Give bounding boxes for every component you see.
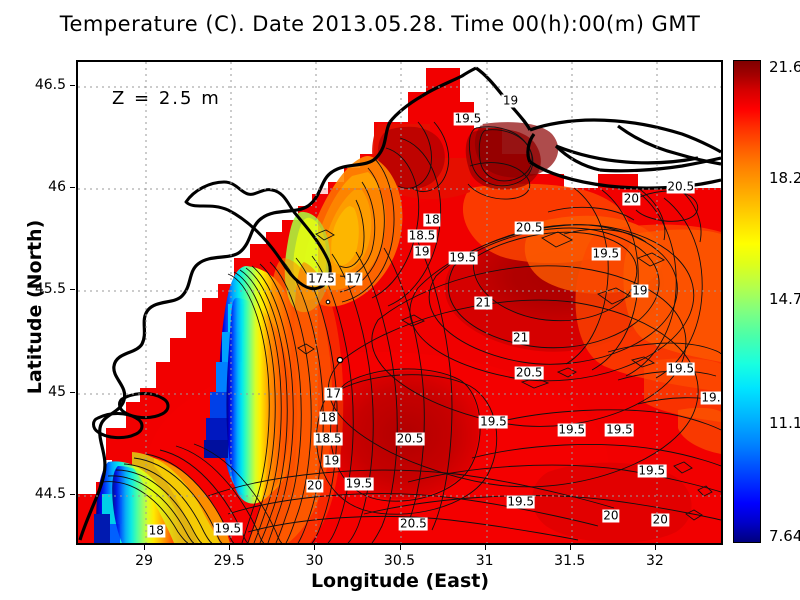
y-tick-mark xyxy=(70,186,75,188)
x-tick-mark xyxy=(399,545,401,550)
colorbar-tick-label: 21.6 xyxy=(769,58,800,76)
contour-label: 18 xyxy=(147,523,165,538)
contour-label: 18.5 xyxy=(407,228,437,243)
x-tick-mark xyxy=(144,545,146,550)
x-tick-label: 31 xyxy=(475,553,494,569)
x-tick-mark xyxy=(484,545,486,550)
contour-label: 17 xyxy=(345,271,363,286)
y-tick-mark xyxy=(70,391,75,393)
x-tick-label: 30 xyxy=(305,553,324,569)
contour-label: 20.5 xyxy=(514,220,544,235)
contour-label: 19.5 xyxy=(213,521,243,536)
x-axis-label: Longitude (East) xyxy=(310,570,490,592)
contour-label: 20.5 xyxy=(399,516,428,531)
contour-label: 19 xyxy=(323,453,341,468)
colorbar-tick-label: 11.1 xyxy=(769,414,800,433)
y-tick-label: 45.5 xyxy=(34,281,66,298)
contour-label: 20 xyxy=(306,478,324,493)
y-tick-mark xyxy=(70,84,75,86)
coastline xyxy=(78,66,721,541)
contour-label: 20.5 xyxy=(395,431,425,446)
colorbar xyxy=(733,60,761,543)
contour-label: 19.5 xyxy=(506,494,536,509)
chart-title: Temperature (C). Date 2013.05.28. Time 0… xyxy=(59,12,701,36)
contour-label: 20.5 xyxy=(666,179,696,194)
colorbar-tick-label: 7.64 xyxy=(769,527,800,545)
x-tick-label: 29 xyxy=(135,553,154,569)
contour-label: 19.5 xyxy=(448,250,478,265)
colorbar-tick-label: 14.7 xyxy=(769,289,800,308)
x-tick-label: 30.5 xyxy=(383,553,416,569)
contour-label: 19 xyxy=(631,283,649,298)
y-tick-label: 46.5 xyxy=(34,76,66,93)
contour-label: 20 xyxy=(602,508,620,523)
y-tick-label: 46 xyxy=(48,178,66,195)
contour-label: 20 xyxy=(651,512,669,527)
contour-label: 19.5 xyxy=(344,476,374,491)
x-tick-mark xyxy=(229,545,231,550)
x-tick-mark xyxy=(569,545,571,550)
colorbar-tick-label: 18.2 xyxy=(769,168,800,187)
contour-label: 19.5 xyxy=(453,111,483,126)
contour-label: 20 xyxy=(622,191,640,206)
y-tick-mark xyxy=(70,493,75,495)
contour-label: 19.5 xyxy=(637,463,667,478)
contour-label: 18.5 xyxy=(313,431,343,446)
contour-label: 19.5 xyxy=(666,361,696,376)
contour-label: 18 xyxy=(319,410,337,425)
contour-label: 19.5 xyxy=(557,422,587,437)
x-tick-mark xyxy=(314,545,316,550)
contour-label: 19.5 xyxy=(700,391,721,405)
x-tick-mark xyxy=(654,545,656,550)
contour-label: 21 xyxy=(474,295,492,310)
contour-label: 20.5 xyxy=(514,365,544,380)
plot-area: Z = 2.5 m 19.5 19 20.5 20 18 18.5 19 20.5 19.5 19… xyxy=(76,60,723,545)
inland-lake xyxy=(184,180,332,291)
contour-label: 18 xyxy=(423,212,441,227)
y-axis-label: Latitude (North) xyxy=(24,219,46,395)
contour-label: 19 xyxy=(501,93,520,108)
x-tick-label: 31.5 xyxy=(554,553,586,569)
y-tick-mark xyxy=(70,289,75,291)
contour-label: 19.5 xyxy=(479,414,508,429)
x-tick-label: 32 xyxy=(645,553,664,569)
contour-label: 21 xyxy=(512,330,530,345)
temperature-field xyxy=(78,62,721,543)
contour-label: 19 xyxy=(413,244,431,259)
x-tick-label: 29.5 xyxy=(213,553,245,569)
y-tick-label: 45 xyxy=(48,383,66,400)
contour-label: 19.5 xyxy=(591,246,621,261)
contour-label: 17 xyxy=(324,386,343,401)
contour-label: 17.5 xyxy=(307,271,336,286)
contour-lines xyxy=(101,121,721,543)
depth-annotation: Z = 2.5 m xyxy=(112,88,221,109)
y-tick-label: 44.5 xyxy=(34,485,66,502)
contour-label: 19.5 xyxy=(605,422,634,437)
